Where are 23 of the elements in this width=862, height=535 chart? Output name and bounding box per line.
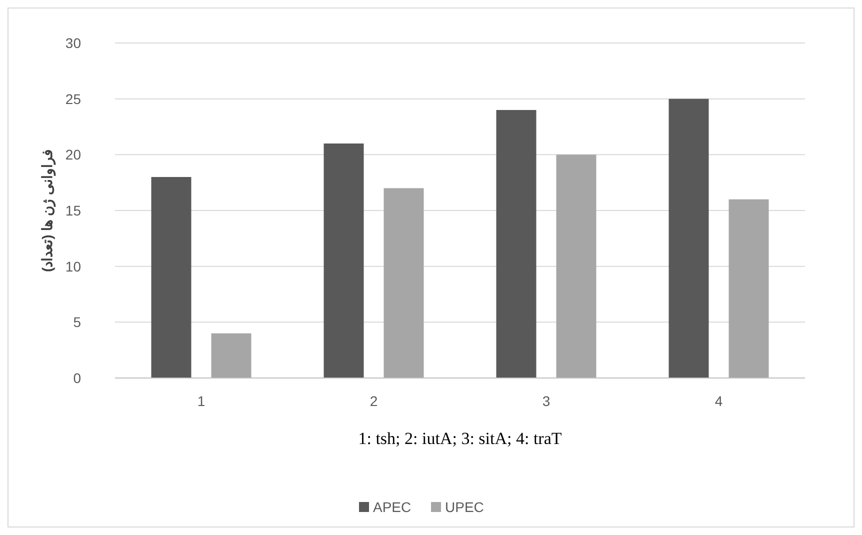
legend-label: UPEC <box>445 499 484 515</box>
y-tick-label: 0 <box>73 370 82 386</box>
y-axis-title: فراوانی ژن ها (تعداد) <box>39 149 56 272</box>
bar <box>211 333 252 378</box>
x-tick-label: 3 <box>542 393 550 409</box>
y-tick-label: 25 <box>65 90 82 107</box>
bar <box>151 177 192 378</box>
x-axis-title: 1: tsh; 2: iutA; 3: sitA; 4: traT <box>358 429 562 448</box>
y-tick-label: 30 <box>65 35 82 51</box>
bar <box>384 188 424 378</box>
y-tick-label: 10 <box>65 258 82 274</box>
y-tick-label: 20 <box>65 146 82 163</box>
bar <box>668 98 709 378</box>
bar <box>728 199 769 378</box>
y-tick-label: 5 <box>73 314 82 330</box>
y-tick-label: 15 <box>65 202 82 218</box>
legend-label: APEC <box>373 499 412 515</box>
bar <box>496 110 536 378</box>
bar <box>324 144 364 378</box>
x-tick-label: 4 <box>714 393 723 409</box>
bar <box>556 154 596 378</box>
x-tick-label: 2 <box>370 393 378 409</box>
x-tick-label: 1 <box>197 393 206 409</box>
